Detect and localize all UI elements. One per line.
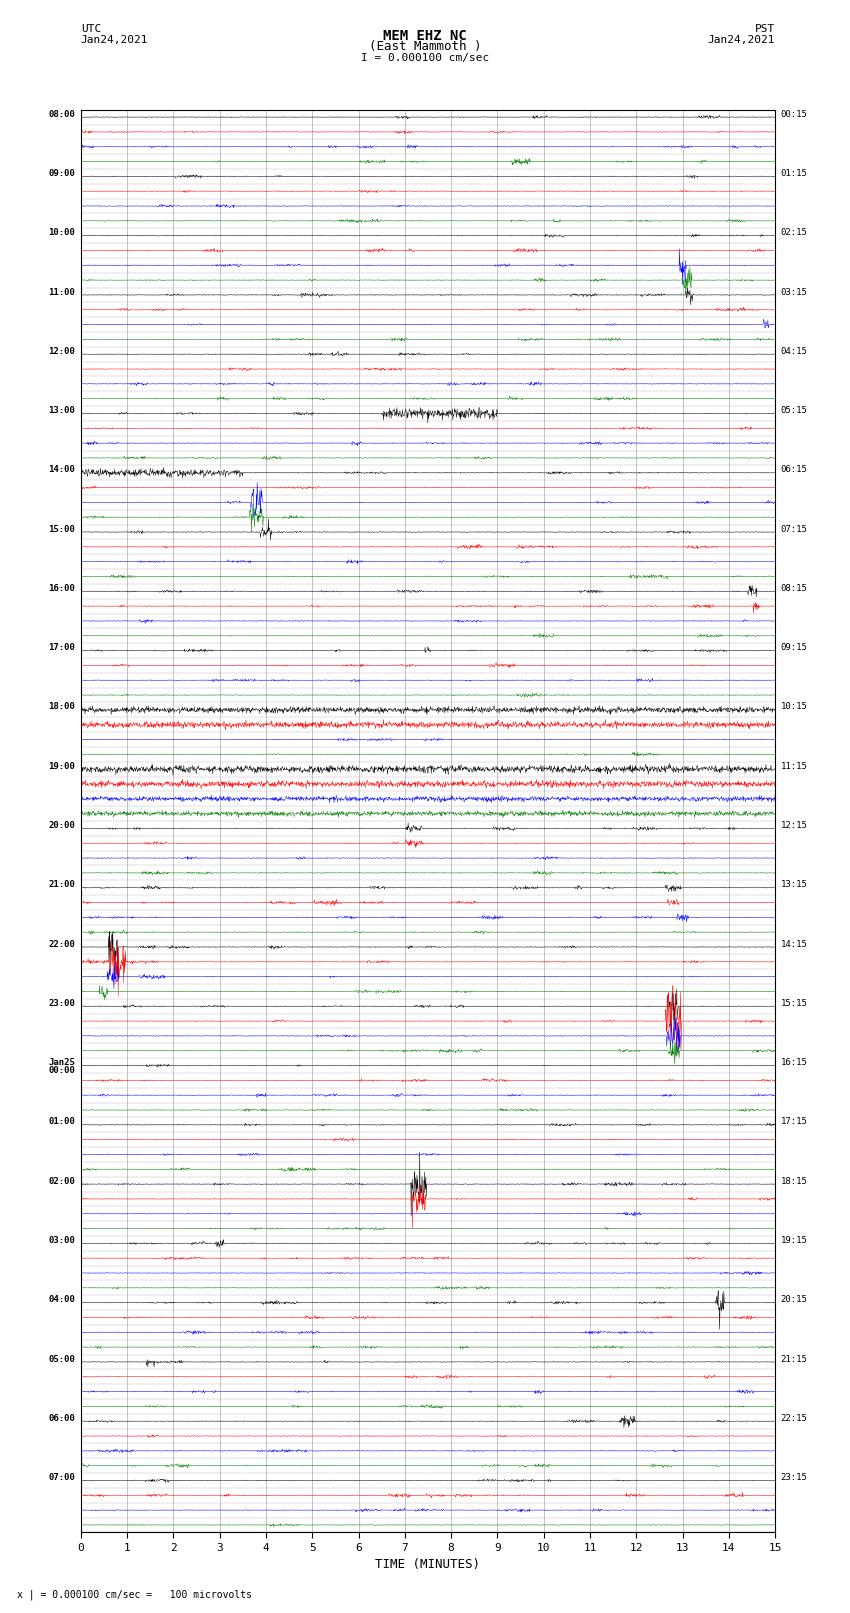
Text: 20:15: 20:15 xyxy=(781,1295,807,1305)
Text: 18:15: 18:15 xyxy=(781,1176,807,1186)
Text: 07:00: 07:00 xyxy=(48,1473,75,1482)
Text: 23:00: 23:00 xyxy=(48,998,75,1008)
Text: 06:15: 06:15 xyxy=(781,466,807,474)
Text: 12:00: 12:00 xyxy=(48,347,75,356)
Text: 03:15: 03:15 xyxy=(781,287,807,297)
Text: 11:00: 11:00 xyxy=(48,287,75,297)
Text: 09:00: 09:00 xyxy=(48,169,75,177)
Text: 10:00: 10:00 xyxy=(48,229,75,237)
Text: 13:00: 13:00 xyxy=(48,406,75,415)
Text: UTC: UTC xyxy=(81,24,101,34)
Text: 12:15: 12:15 xyxy=(781,821,807,831)
Text: 04:00: 04:00 xyxy=(48,1295,75,1305)
Text: 19:15: 19:15 xyxy=(781,1236,807,1245)
Text: I = 0.000100 cm/sec: I = 0.000100 cm/sec xyxy=(361,53,489,63)
Text: 11:15: 11:15 xyxy=(781,761,807,771)
Text: 16:15: 16:15 xyxy=(781,1058,807,1068)
Text: 23:15: 23:15 xyxy=(781,1473,807,1482)
Text: 06:00: 06:00 xyxy=(48,1413,75,1423)
X-axis label: TIME (MINUTES): TIME (MINUTES) xyxy=(376,1558,480,1571)
Text: Jan24,2021: Jan24,2021 xyxy=(708,35,775,45)
Text: (East Mammoth ): (East Mammoth ) xyxy=(369,40,481,53)
Text: 13:15: 13:15 xyxy=(781,881,807,889)
Text: 22:00: 22:00 xyxy=(48,939,75,948)
Text: PST: PST xyxy=(755,24,775,34)
Text: 09:15: 09:15 xyxy=(781,644,807,652)
Text: 05:15: 05:15 xyxy=(781,406,807,415)
Text: MEM EHZ NC: MEM EHZ NC xyxy=(383,29,467,44)
Text: 19:00: 19:00 xyxy=(48,761,75,771)
Text: Jan24,2021: Jan24,2021 xyxy=(81,35,148,45)
Text: 05:00: 05:00 xyxy=(48,1355,75,1363)
Text: 07:15: 07:15 xyxy=(781,524,807,534)
Text: 15:15: 15:15 xyxy=(781,998,807,1008)
Text: 14:15: 14:15 xyxy=(781,939,807,948)
Text: 01:15: 01:15 xyxy=(781,169,807,177)
Text: 14:00: 14:00 xyxy=(48,466,75,474)
Text: 01:00: 01:00 xyxy=(48,1118,75,1126)
Text: 17:00: 17:00 xyxy=(48,644,75,652)
Text: 16:00: 16:00 xyxy=(48,584,75,594)
Text: 15:00: 15:00 xyxy=(48,524,75,534)
Text: 21:00: 21:00 xyxy=(48,881,75,889)
Text: 22:15: 22:15 xyxy=(781,1413,807,1423)
Text: 03:00: 03:00 xyxy=(48,1236,75,1245)
Text: 08:00: 08:00 xyxy=(48,110,75,119)
Text: 02:00: 02:00 xyxy=(48,1176,75,1186)
Text: 02:15: 02:15 xyxy=(781,229,807,237)
Text: 00:15: 00:15 xyxy=(781,110,807,119)
Text: 17:15: 17:15 xyxy=(781,1118,807,1126)
Text: 04:15: 04:15 xyxy=(781,347,807,356)
Text: 20:00: 20:00 xyxy=(48,821,75,831)
Text: 00:00: 00:00 xyxy=(48,1066,75,1074)
Text: 08:15: 08:15 xyxy=(781,584,807,594)
Text: 10:15: 10:15 xyxy=(781,703,807,711)
Text: 21:15: 21:15 xyxy=(781,1355,807,1363)
Text: Jan25: Jan25 xyxy=(48,1058,75,1068)
Text: x | = 0.000100 cm/sec =   100 microvolts: x | = 0.000100 cm/sec = 100 microvolts xyxy=(17,1589,252,1600)
Text: 18:00: 18:00 xyxy=(48,703,75,711)
